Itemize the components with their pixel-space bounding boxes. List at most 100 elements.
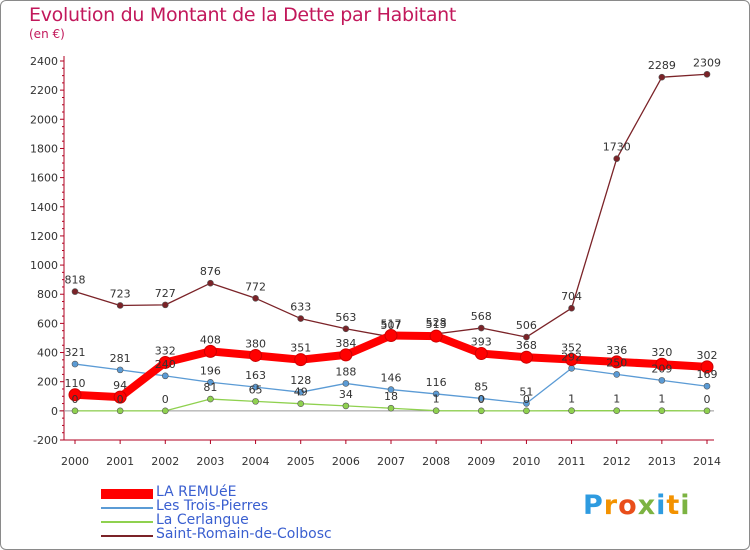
data-label: 384 [335, 337, 356, 350]
legend-item: La Cerlangue [101, 512, 361, 530]
data-label: 321 [65, 346, 86, 359]
logo-letter: o [618, 490, 638, 521]
data-point [161, 301, 169, 309]
data-label: 513 [426, 318, 447, 331]
data-point [387, 404, 395, 412]
x-tick-label: 2009 [467, 455, 495, 468]
data-point [613, 155, 621, 162]
y-tick-label: 1400 [30, 201, 58, 214]
data-point [252, 295, 259, 302]
data-label: 128 [290, 374, 311, 387]
data-point [432, 407, 440, 415]
data-point [297, 400, 305, 408]
data-point [613, 371, 621, 378]
logo-letter: i [656, 490, 667, 521]
x-tick-label: 2008 [422, 455, 450, 468]
data-label: 1 [658, 393, 665, 406]
legend-label: La Cerlangue [156, 512, 249, 528]
series-points [68, 70, 714, 415]
data-label: 1 [568, 393, 575, 406]
legend-swatch [101, 521, 153, 523]
data-label: 0 [72, 393, 79, 406]
data-point [655, 357, 669, 371]
data-label: 393 [471, 336, 492, 349]
proxiti-logo: Proxiti [583, 490, 691, 521]
x-tick-label: 2004 [242, 455, 270, 468]
data-point [161, 372, 169, 380]
data-label: 818 [65, 274, 86, 287]
data-label: 727 [155, 287, 176, 300]
data-point [703, 70, 711, 78]
logo-letter: t [666, 490, 681, 521]
data-label: 2289 [648, 59, 676, 72]
data-point [523, 400, 530, 407]
data-point [384, 328, 398, 342]
data-label: 633 [290, 301, 311, 314]
data-label: 704 [561, 290, 582, 303]
data-point [610, 355, 624, 369]
data-label: 81 [203, 381, 217, 394]
y-tick-label: 1200 [30, 230, 58, 243]
legend-item: Saint-Romain-de-Colbosc [101, 526, 361, 544]
data-point [658, 377, 666, 384]
data-point [342, 380, 350, 387]
data-point [207, 279, 214, 287]
data-point [703, 382, 711, 390]
data-label: 332 [155, 344, 176, 357]
data-point [477, 324, 485, 332]
data-point [116, 366, 124, 374]
data-point [207, 395, 214, 403]
logo-letter: r [603, 490, 619, 521]
data-label: 0 [117, 393, 124, 406]
axes [59, 56, 714, 444]
data-label: 110 [65, 377, 86, 390]
x-tick-label: 2005 [287, 455, 315, 468]
data-point [523, 333, 530, 341]
data-point [71, 407, 79, 415]
data-point [523, 407, 530, 415]
data-point [342, 325, 350, 333]
data-point [71, 360, 79, 368]
x-tick-label: 2013 [648, 455, 676, 468]
chart-title: Evolution du Montant de la Dette par Hab… [29, 4, 457, 26]
data-label: 49 [294, 386, 308, 399]
y-tick-label: 1800 [30, 142, 58, 155]
legend-label: LA REMUéE [156, 484, 237, 500]
data-label: 723 [110, 287, 131, 300]
legend-swatch [101, 507, 153, 509]
data-point [252, 398, 259, 405]
data-point [568, 364, 575, 372]
x-tick-label: 2000 [61, 455, 89, 468]
logo-letter: i [680, 490, 691, 521]
data-point [249, 348, 263, 362]
data-label: 240 [155, 358, 176, 371]
data-label: 250 [606, 356, 627, 369]
data-point [339, 348, 353, 362]
data-point [342, 402, 350, 410]
legend-swatch [101, 535, 153, 537]
data-label: 65 [249, 383, 263, 396]
data-point [613, 407, 621, 415]
legend-label: Saint-Romain-de-Colbosc [156, 526, 332, 542]
data-point [207, 378, 214, 386]
data-label: 506 [516, 319, 537, 332]
y-tick-label: 200 [37, 376, 58, 389]
y-tick-label: 2200 [30, 84, 58, 97]
data-point [474, 347, 488, 361]
x-tick-label: 2007 [377, 455, 405, 468]
data-label: 0 [162, 393, 169, 406]
data-point [565, 353, 579, 367]
data-point [658, 73, 666, 81]
data-label: 320 [651, 346, 672, 359]
data-label: 351 [290, 342, 311, 355]
data-point [477, 407, 485, 415]
data-point [429, 329, 443, 343]
data-point [387, 386, 395, 393]
data-label: 507 [381, 319, 402, 332]
data-label: 517 [381, 317, 402, 330]
data-label: 116 [426, 376, 447, 389]
data-point [432, 390, 440, 398]
y-tick-label: 800 [37, 288, 58, 301]
